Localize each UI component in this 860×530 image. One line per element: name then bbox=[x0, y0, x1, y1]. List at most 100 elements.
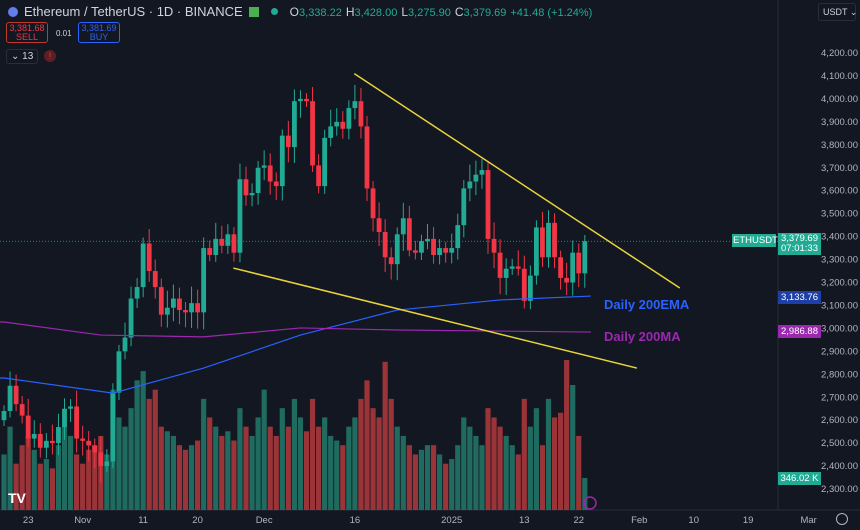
candle-body bbox=[249, 192, 255, 196]
time-tick: 10 bbox=[688, 515, 699, 526]
buy-button[interactable]: 3,381.69 BUY bbox=[78, 22, 120, 43]
candle-body bbox=[243, 179, 249, 196]
volume-bar bbox=[473, 435, 479, 510]
tradingview-logo[interactable]: TV bbox=[8, 490, 26, 506]
volume-bar bbox=[237, 408, 243, 510]
candle-body bbox=[183, 310, 188, 313]
volume-bar bbox=[328, 435, 334, 510]
candle-body bbox=[509, 266, 515, 269]
volume-bar bbox=[25, 435, 31, 510]
symbol-header: Ethereum / TetherUS · 1D · BINANCE O3,33… bbox=[8, 4, 596, 19]
volume-bar bbox=[346, 426, 352, 510]
alert-icon[interactable]: ! bbox=[44, 50, 56, 62]
time-tick: 23 bbox=[23, 515, 34, 526]
volume-bar bbox=[449, 459, 455, 510]
candle-body bbox=[110, 392, 116, 462]
candle-body bbox=[467, 181, 473, 189]
candle-body bbox=[461, 188, 467, 226]
volume-bar bbox=[116, 417, 122, 510]
volume-bar bbox=[1, 454, 7, 510]
indicators-toggle[interactable]: ⌄ 13 bbox=[6, 49, 39, 64]
candle-body bbox=[152, 271, 158, 288]
price-tick: 3,300.00 bbox=[821, 255, 858, 266]
volume-bar bbox=[285, 426, 291, 510]
volume-bar bbox=[515, 454, 521, 510]
volume-bar bbox=[49, 468, 55, 510]
symbol-title[interactable]: Ethereum / TetherUS · 1D · BINANCE bbox=[24, 4, 243, 19]
volume-bar bbox=[485, 408, 491, 510]
price-tick: 2,800.00 bbox=[821, 369, 858, 380]
candle-body bbox=[122, 337, 128, 352]
ma-label: Daily 200MA bbox=[604, 329, 681, 344]
candle-body bbox=[86, 440, 92, 446]
ema-label: Daily 200EMA bbox=[604, 297, 690, 312]
volume-bar bbox=[37, 463, 43, 510]
volume-bar bbox=[503, 435, 509, 510]
candle-body bbox=[334, 121, 340, 127]
volume-bar bbox=[279, 408, 285, 510]
volume-bar bbox=[86, 449, 92, 510]
price-tick: 2,400.00 bbox=[821, 461, 858, 472]
time-tick: 19 bbox=[743, 515, 754, 526]
candle-body bbox=[56, 427, 61, 444]
volume-bar bbox=[213, 426, 219, 510]
candle-body bbox=[195, 303, 200, 313]
price-tick: 2,900.00 bbox=[821, 346, 858, 357]
candle-body bbox=[358, 101, 364, 127]
volume-bar bbox=[309, 398, 316, 510]
volume-tag: 346.02 K bbox=[778, 472, 821, 485]
settings-icon[interactable] bbox=[836, 513, 848, 525]
candle-body bbox=[1, 411, 7, 421]
candle-body bbox=[201, 248, 207, 313]
candle-body bbox=[98, 452, 104, 467]
time-tick: 13 bbox=[519, 515, 530, 526]
price-tick: 3,600.00 bbox=[821, 186, 858, 197]
volume-bar bbox=[243, 426, 249, 510]
candle-body bbox=[104, 461, 110, 467]
volume-bar bbox=[164, 431, 170, 510]
volume-bar bbox=[509, 445, 515, 510]
candle-body bbox=[564, 277, 570, 283]
volume-bar bbox=[297, 417, 304, 510]
volume-bar bbox=[340, 445, 346, 510]
price-tick: 3,900.00 bbox=[821, 117, 858, 128]
volume-bar bbox=[134, 380, 140, 510]
candle-body bbox=[68, 406, 73, 409]
candle-body bbox=[328, 126, 334, 138]
candle-body bbox=[116, 351, 122, 393]
candle-body bbox=[7, 385, 13, 412]
volume-bar bbox=[31, 449, 37, 510]
ma-price-tag: 2,986.88 bbox=[778, 325, 821, 338]
price-tick: 3,800.00 bbox=[821, 140, 858, 151]
candle-body bbox=[74, 406, 79, 439]
candle-body bbox=[298, 98, 303, 102]
volume-bar bbox=[80, 463, 86, 510]
volume-bar bbox=[322, 417, 328, 510]
volume-bar bbox=[13, 463, 19, 510]
volume-bar bbox=[551, 417, 558, 510]
candle-body bbox=[164, 307, 170, 315]
volume-bar bbox=[358, 398, 364, 510]
candle-body bbox=[376, 218, 382, 233]
candle-body bbox=[582, 241, 588, 274]
price-tick: 3,100.00 bbox=[821, 300, 858, 311]
price-tick: 2,700.00 bbox=[821, 392, 858, 403]
candle-body bbox=[207, 248, 213, 255]
sell-button[interactable]: 3,381.68 SELL bbox=[6, 22, 48, 43]
volume-bar bbox=[467, 426, 473, 510]
volume-bar bbox=[219, 435, 225, 510]
ticker-tag: ETHUSDT bbox=[732, 234, 778, 247]
volume-bar bbox=[176, 445, 183, 510]
volume-bar bbox=[61, 426, 68, 510]
volume-bar bbox=[303, 431, 310, 510]
volume-bar bbox=[188, 445, 195, 510]
candle-body bbox=[364, 126, 370, 189]
candle-body bbox=[503, 268, 509, 278]
volume-bar bbox=[418, 449, 425, 510]
flag-icon[interactable] bbox=[248, 6, 259, 17]
currency-select[interactable]: USDT ⌄ bbox=[818, 3, 857, 21]
volume-bar bbox=[74, 454, 80, 510]
candle-body bbox=[316, 165, 321, 187]
candle-body bbox=[225, 234, 231, 246]
